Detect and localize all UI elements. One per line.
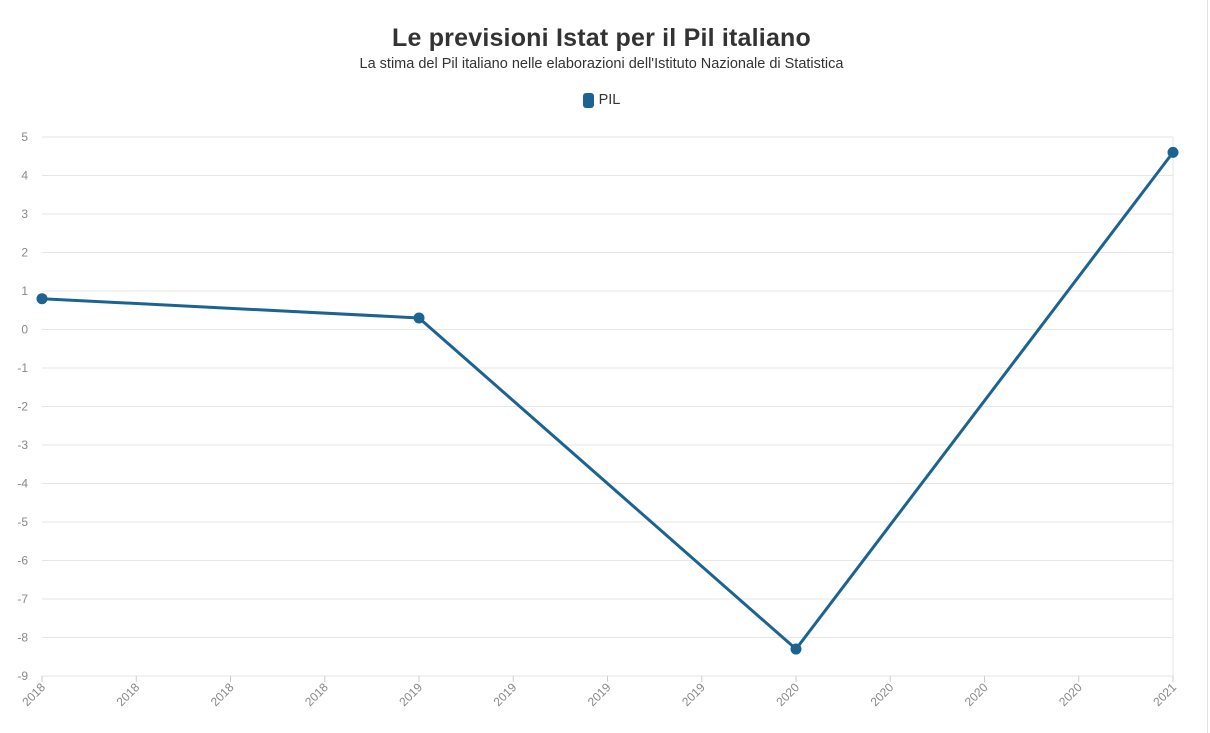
x-tick-label: 2019 (396, 680, 425, 709)
x-tick-label: 2020 (773, 680, 802, 709)
y-tick-label: -6 (17, 554, 28, 568)
chart-title: Le previsioni Istat per il Pil italiano (391, 24, 812, 52)
y-tick-label: 2 (21, 246, 28, 260)
y-tick-label: 4 (21, 169, 28, 183)
y-tick-label: -7 (17, 592, 28, 606)
series-line-pil (40, 150, 1175, 651)
y-tick-label: -9 (17, 669, 28, 683)
y-tick-label: -4 (17, 477, 28, 491)
x-tick-label: 2019 (491, 680, 520, 709)
y-tick-label: 0 (21, 323, 28, 337)
chart-subtitle: La stima del Pil italiano nelle elaboraz… (359, 56, 844, 72)
x-tick-label: 2018 (19, 680, 48, 709)
y-tick-label: 3 (21, 207, 28, 221)
x-tick-label: 2021 (1150, 680, 1179, 709)
x-tick-label: 2020 (962, 680, 991, 709)
legend-swatch-pil (582, 92, 594, 108)
x-tick-label: 2020 (868, 680, 897, 709)
y-tick-label: 5 (21, 130, 28, 144)
legend-label-pil: PIL (598, 92, 621, 108)
gridlines (42, 136, 1174, 677)
y-tick-label: -5 (17, 515, 28, 529)
data-point-pil (790, 643, 802, 655)
y-tick-label: -8 (17, 631, 28, 645)
x-tick-label: 2020 (1056, 680, 1085, 709)
data-point-pil (36, 293, 48, 305)
data-point-pil (413, 312, 425, 324)
y-tick-label: -3 (17, 438, 28, 452)
x-tick-label: 2018 (302, 680, 331, 709)
y-tick-label: -2 (17, 400, 28, 414)
series-layer (36, 146, 1179, 655)
data-point-pil (1167, 146, 1179, 158)
chart-border (1207, 0, 1208, 733)
y-axis-ticks: 5 4 3 2 1 0 -1 -2 -3 -4 -5 -6 -7 -8 -9 (17, 130, 28, 683)
y-tick-label: -1 (17, 361, 28, 375)
x-axis-ticks: 2018 2018 2018 2018 2019 2019 2019 2019 2020 2020… (19, 676, 1179, 709)
x-tick-label: 2019 (585, 680, 614, 709)
x-tick-label: 2018 (114, 680, 143, 709)
legend: PIL (0, 92, 1203, 108)
y-tick-label: 1 (21, 284, 28, 298)
x-tick-label: 2018 (208, 680, 237, 709)
x-tick-label: 2019 (679, 680, 708, 709)
